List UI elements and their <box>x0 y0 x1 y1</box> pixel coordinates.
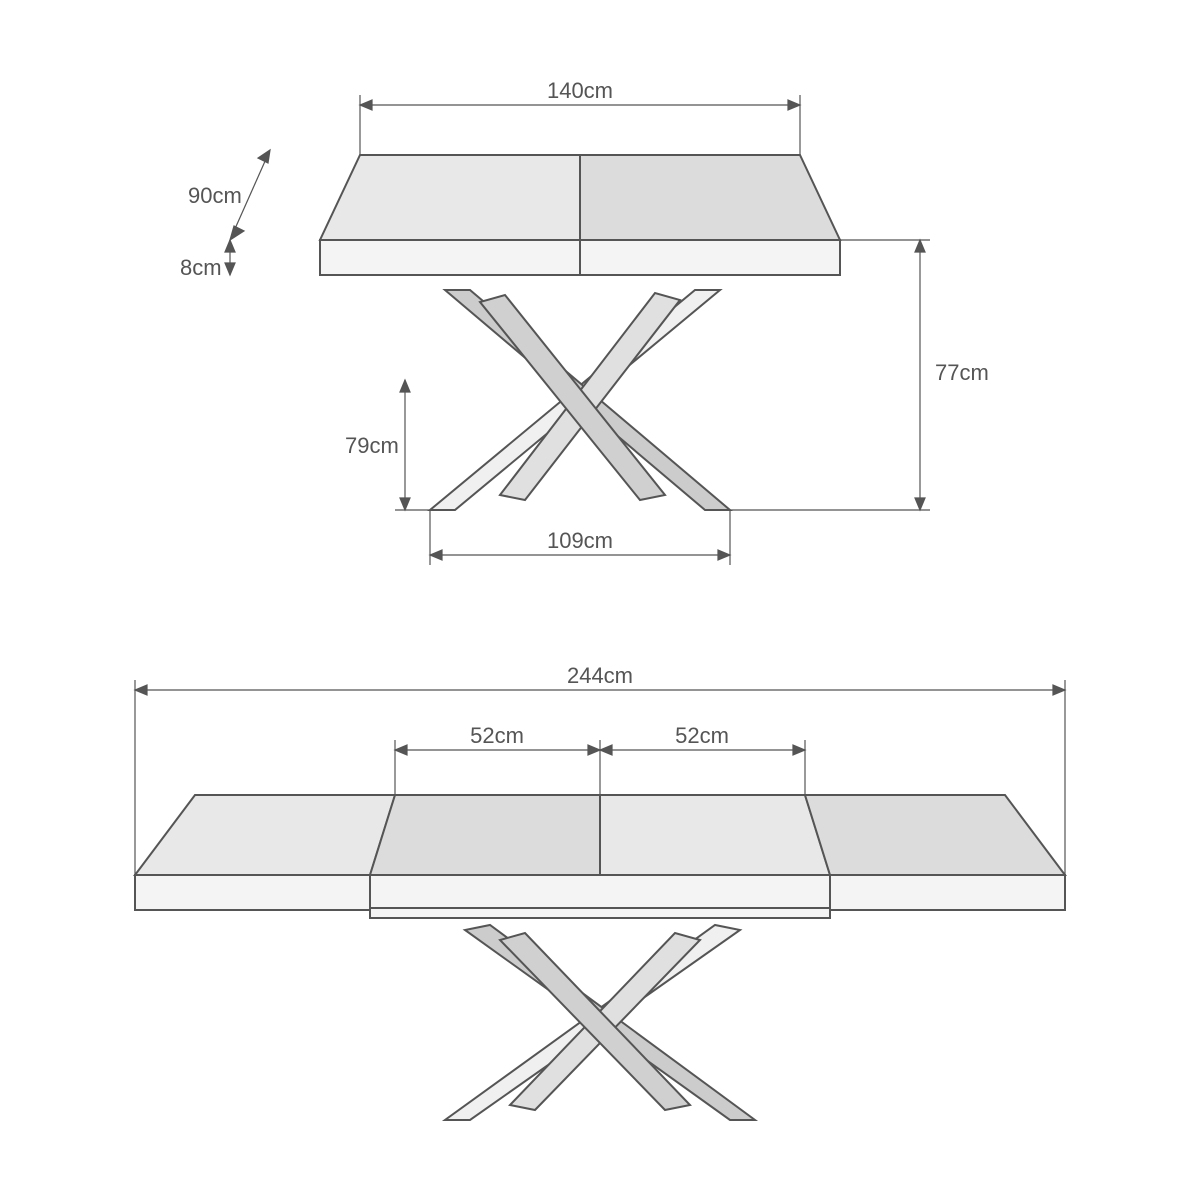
dim-77cm <box>730 240 930 510</box>
closed-top-left <box>320 155 580 240</box>
label-77cm: 77cm <box>935 360 989 385</box>
label-109cm: 109cm <box>547 528 613 553</box>
label-140cm: 140cm <box>547 78 613 103</box>
dim-79cm <box>395 380 430 510</box>
ext-top-3 <box>600 795 830 875</box>
closed-top-right <box>580 155 840 240</box>
extended-table-view: 244cm 52cm 52cm <box>135 663 1065 1120</box>
dim-8cm <box>225 240 235 275</box>
extended-legs <box>445 925 755 1120</box>
label-90cm: 90cm <box>188 183 242 208</box>
dim-140cm <box>360 95 800 155</box>
ext-top-2 <box>370 795 600 875</box>
closed-legs <box>430 290 730 510</box>
label-79cm: 79cm <box>345 433 399 458</box>
closed-table-view: 140cm 90cm 8cm 77cm <box>180 78 989 565</box>
dim-52cm-right <box>600 740 805 795</box>
dim-52cm-left <box>395 740 600 795</box>
label-8cm: 8cm <box>180 255 222 280</box>
technical-drawing: 140cm 90cm 8cm 77cm <box>0 0 1200 1200</box>
label-52cm-right: 52cm <box>675 723 729 748</box>
label-52cm-left: 52cm <box>470 723 524 748</box>
label-244cm: 244cm <box>567 663 633 688</box>
ext-top-4 <box>805 795 1065 875</box>
ext-front-edge <box>135 875 1065 910</box>
ext-top-1 <box>135 795 395 875</box>
